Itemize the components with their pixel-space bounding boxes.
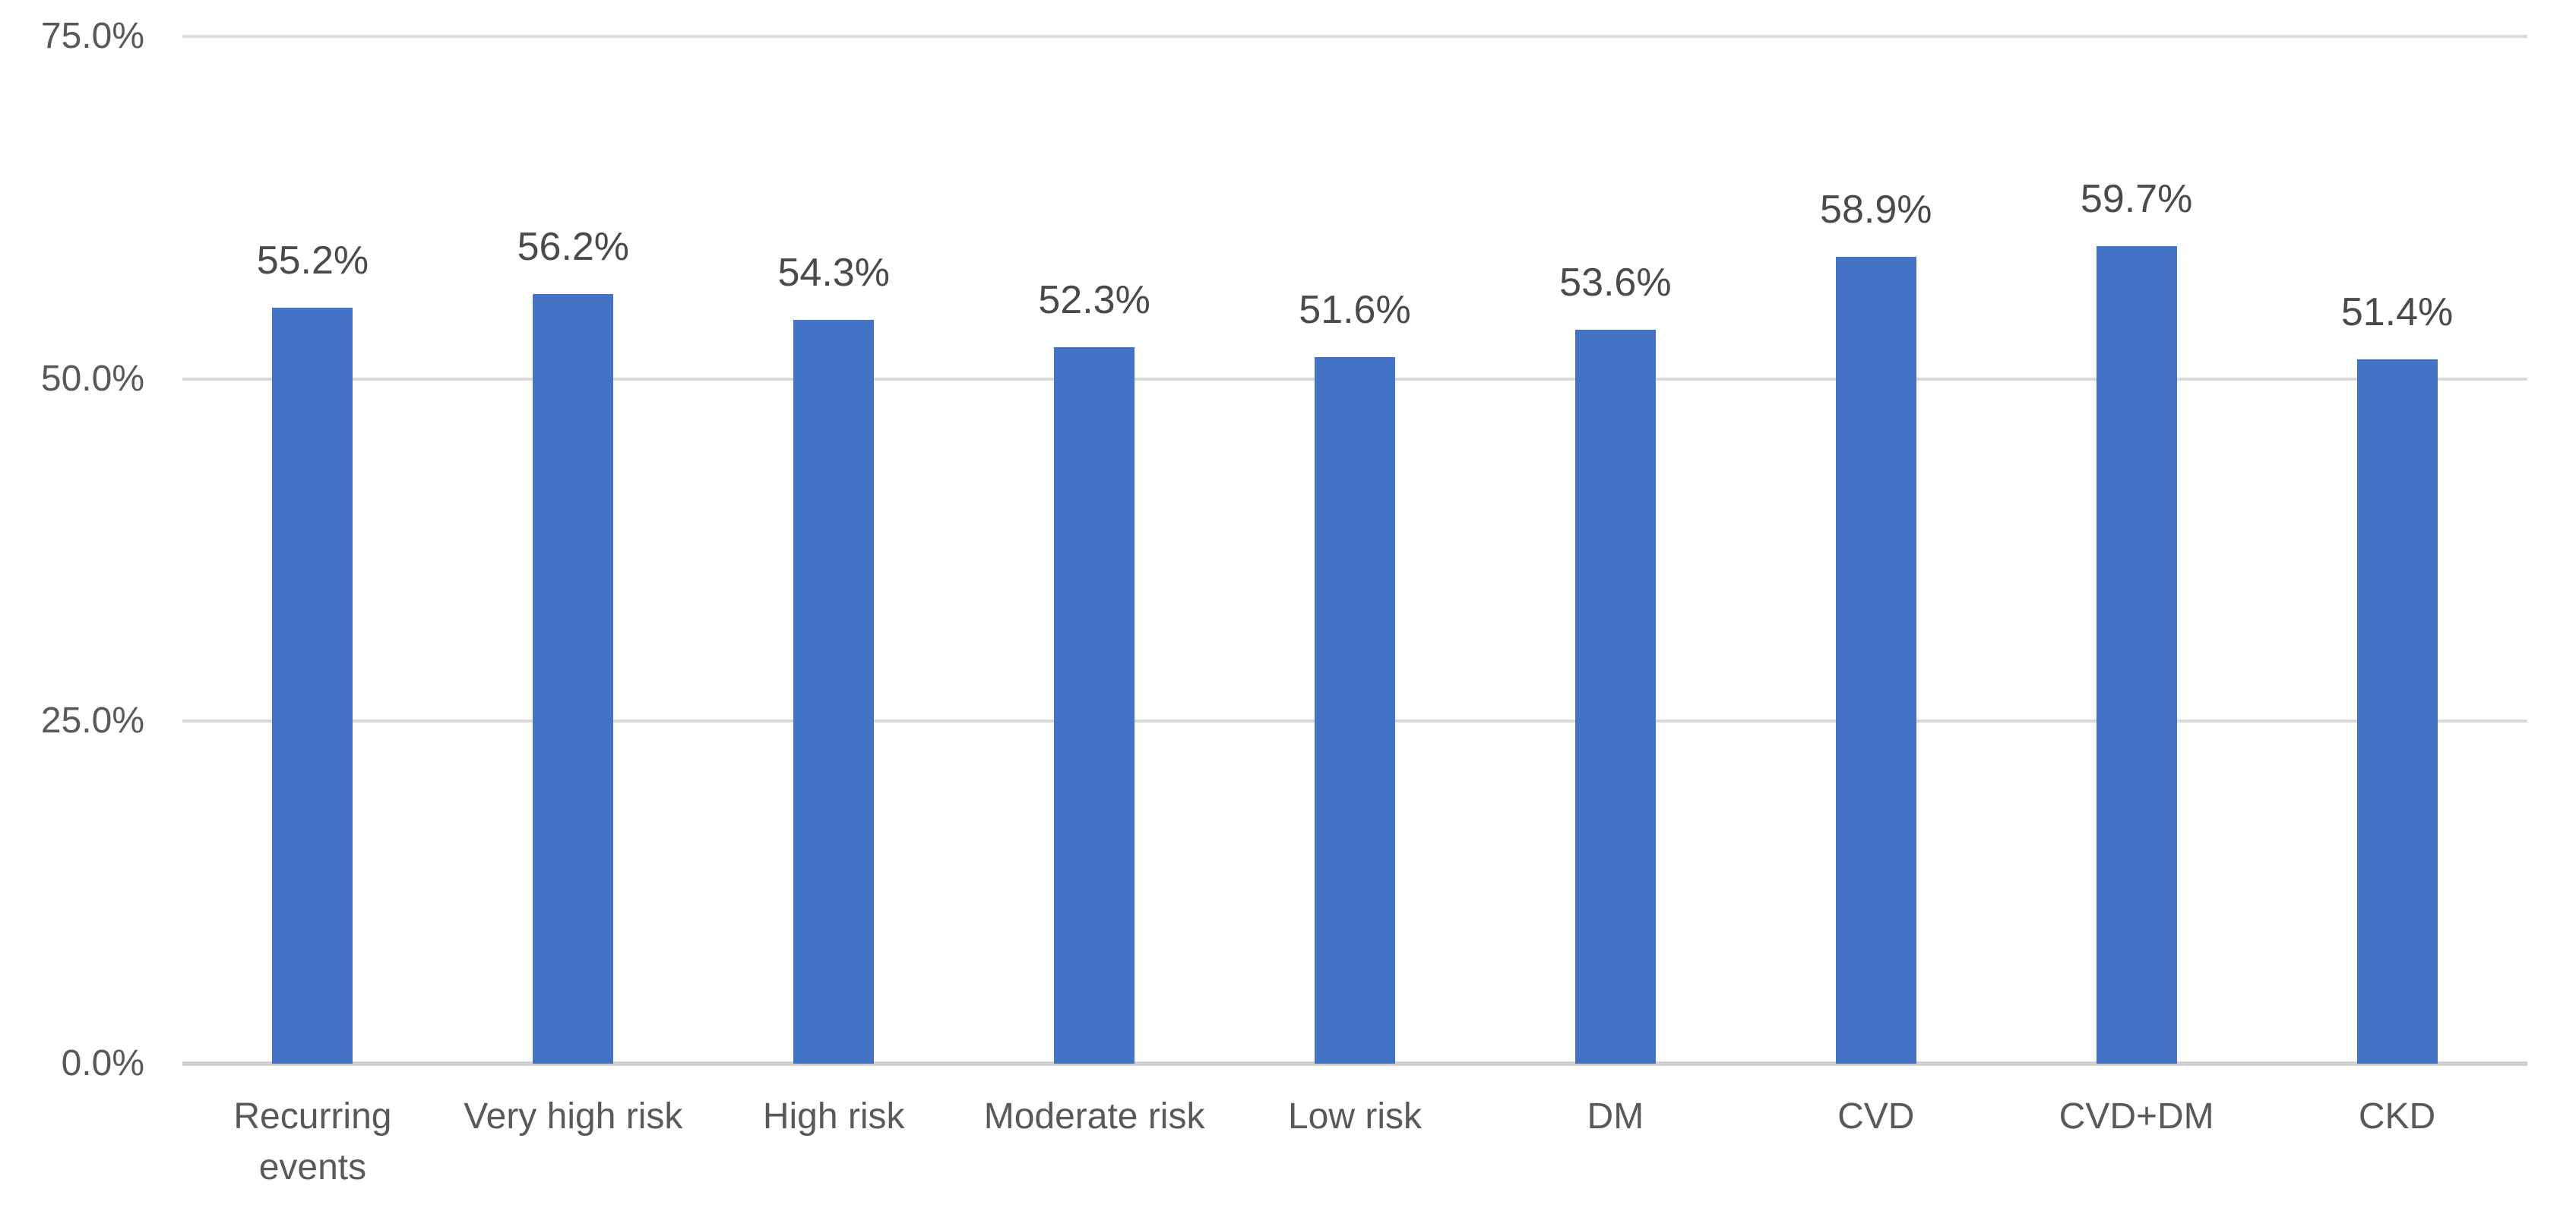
bar <box>1835 257 1916 1064</box>
bar <box>2096 245 2177 1064</box>
bar <box>1574 329 1656 1064</box>
bar <box>533 293 614 1064</box>
x-axis-line <box>182 1061 2527 1066</box>
bar <box>272 307 353 1064</box>
bar <box>2356 359 2438 1064</box>
x-tick-label: CVD <box>1837 1096 1915 1137</box>
x-tick-label: DM <box>1587 1096 1644 1137</box>
y-tick-label: 75.0% <box>40 16 144 56</box>
x-tick-label: Recurring events <box>233 1096 392 1188</box>
bar-value-label: 56.2% <box>517 224 630 269</box>
x-tick-label: CKD <box>2358 1096 2436 1137</box>
x-tick-label: Very high risk <box>464 1096 683 1137</box>
x-tick-label: Moderate risk <box>983 1096 1205 1137</box>
bar-value-label: 52.3% <box>1038 278 1150 323</box>
bar <box>1315 356 1395 1064</box>
bar <box>1054 347 1135 1064</box>
y-tick-label: 0.0% <box>61 1043 144 1083</box>
y-tick-label: 25.0% <box>40 701 144 742</box>
gridline <box>182 35 2527 38</box>
bar-value-label: 59.7% <box>2080 176 2193 221</box>
bar-value-label: 51.6% <box>1299 287 1411 332</box>
x-tick-label: Low risk <box>1287 1096 1422 1137</box>
x-tick-label: CVD+DM <box>2059 1096 2214 1137</box>
bar-value-label: 58.9% <box>1820 188 1932 232</box>
bar-value-label: 51.4% <box>2340 290 2454 335</box>
bar <box>793 320 875 1064</box>
bar-value-label: 54.3% <box>777 251 890 296</box>
bar-value-label: 53.6% <box>1559 260 1672 305</box>
y-tick-label: 50.0% <box>40 358 144 399</box>
bar-value-label: 55.2% <box>256 238 369 283</box>
x-tick-label: High risk <box>762 1096 905 1137</box>
